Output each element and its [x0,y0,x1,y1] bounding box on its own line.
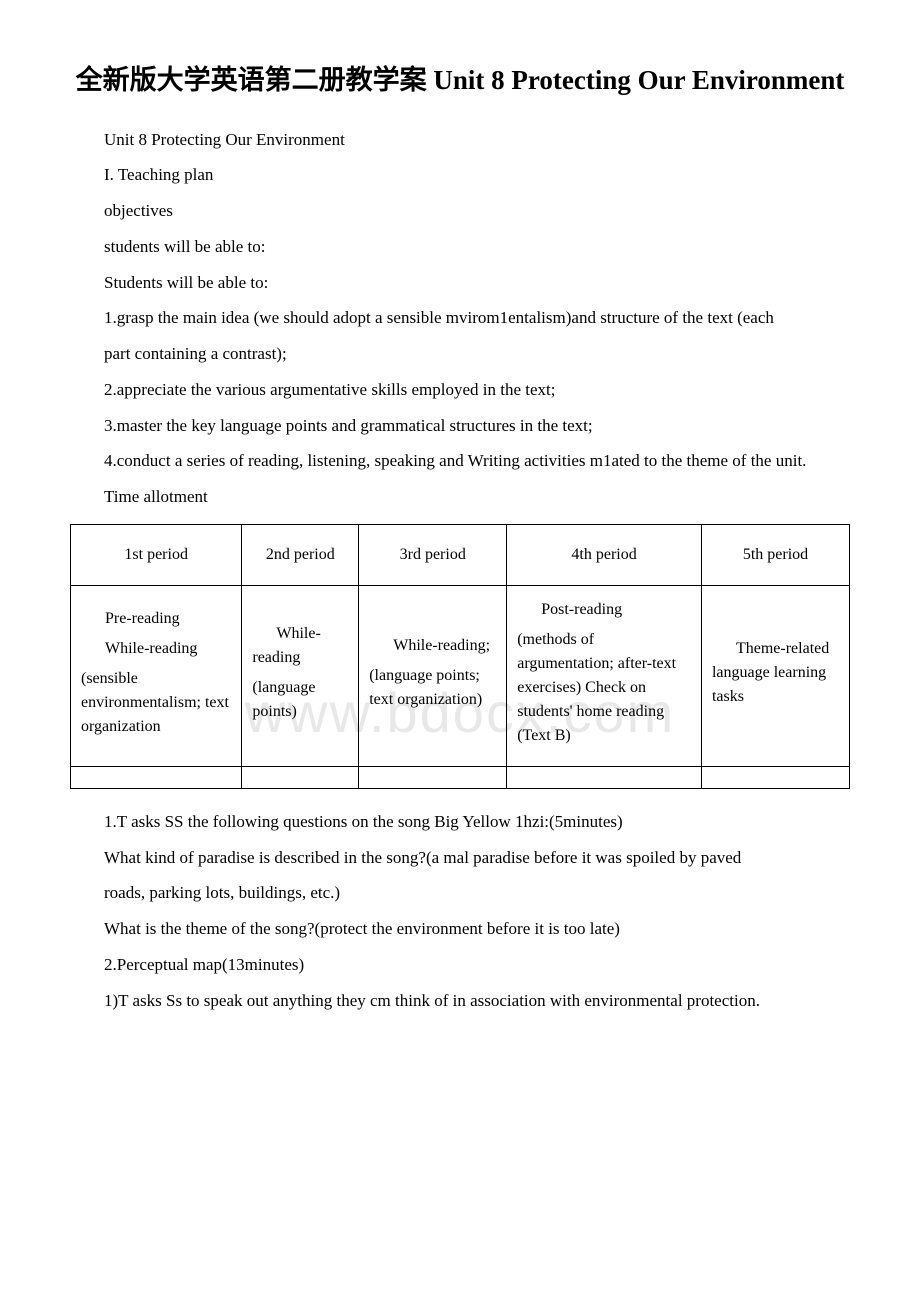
table-cell [507,766,702,788]
table-cell [71,766,242,788]
table-cell: While-reading; (language points; text or… [359,585,507,766]
text-line: Students will be able to: [70,268,850,298]
table-header: 4th period [507,524,702,585]
table-cell [701,766,849,788]
text-line: I. Teaching plan [70,160,850,190]
table-cell: Theme-related language learning tasks [701,585,849,766]
table-cell: Post-reading (methods of argumentation; … [507,585,702,766]
document-content: 全新版大学英语第二册教学案 Unit 8 Protecting Our Envi… [70,60,850,1015]
text-line: 1.T asks SS the following questions on t… [70,807,850,837]
time-allotment-table: 1st period 2nd period 3rd period 4th per… [70,524,850,789]
table-cell [242,766,359,788]
text-line: 1)T asks Ss to speak out anything they c… [70,986,850,1016]
text-line: 2.Perceptual map(13minutes) [70,950,850,980]
table-header: 1st period [71,524,242,585]
text-line: roads, parking lots, buildings, etc.) [70,878,850,908]
table-header: 3rd period [359,524,507,585]
table-cell [359,766,507,788]
table-cell: Pre-reading While-reading (sensible envi… [71,585,242,766]
table-row: Pre-reading While-reading (sensible envi… [71,585,850,766]
text-line: 1.grasp the main idea (we should adopt a… [70,303,850,333]
text-line: 2.appreciate the various argumentative s… [70,375,850,405]
text-line: Unit 8 Protecting Our Environment [70,125,850,155]
table-header: 2nd period [242,524,359,585]
text-line: part containing a contrast); [70,339,850,369]
table-cell: While-reading (language points) [242,585,359,766]
text-line: Time allotment [70,482,850,512]
text-line: 3.master the key language points and gra… [70,411,850,441]
text-line: What is the theme of the song?(protect t… [70,914,850,944]
table-row [71,766,850,788]
table-header: 5th period [701,524,849,585]
text-line: 4.conduct a series of reading, listening… [70,446,850,476]
document-title: 全新版大学英语第二册教学案 Unit 8 Protecting Our Envi… [70,60,850,101]
text-line: objectives [70,196,850,226]
text-line: students will be able to: [70,232,850,262]
text-line: What kind of paradise is described in th… [70,843,850,873]
